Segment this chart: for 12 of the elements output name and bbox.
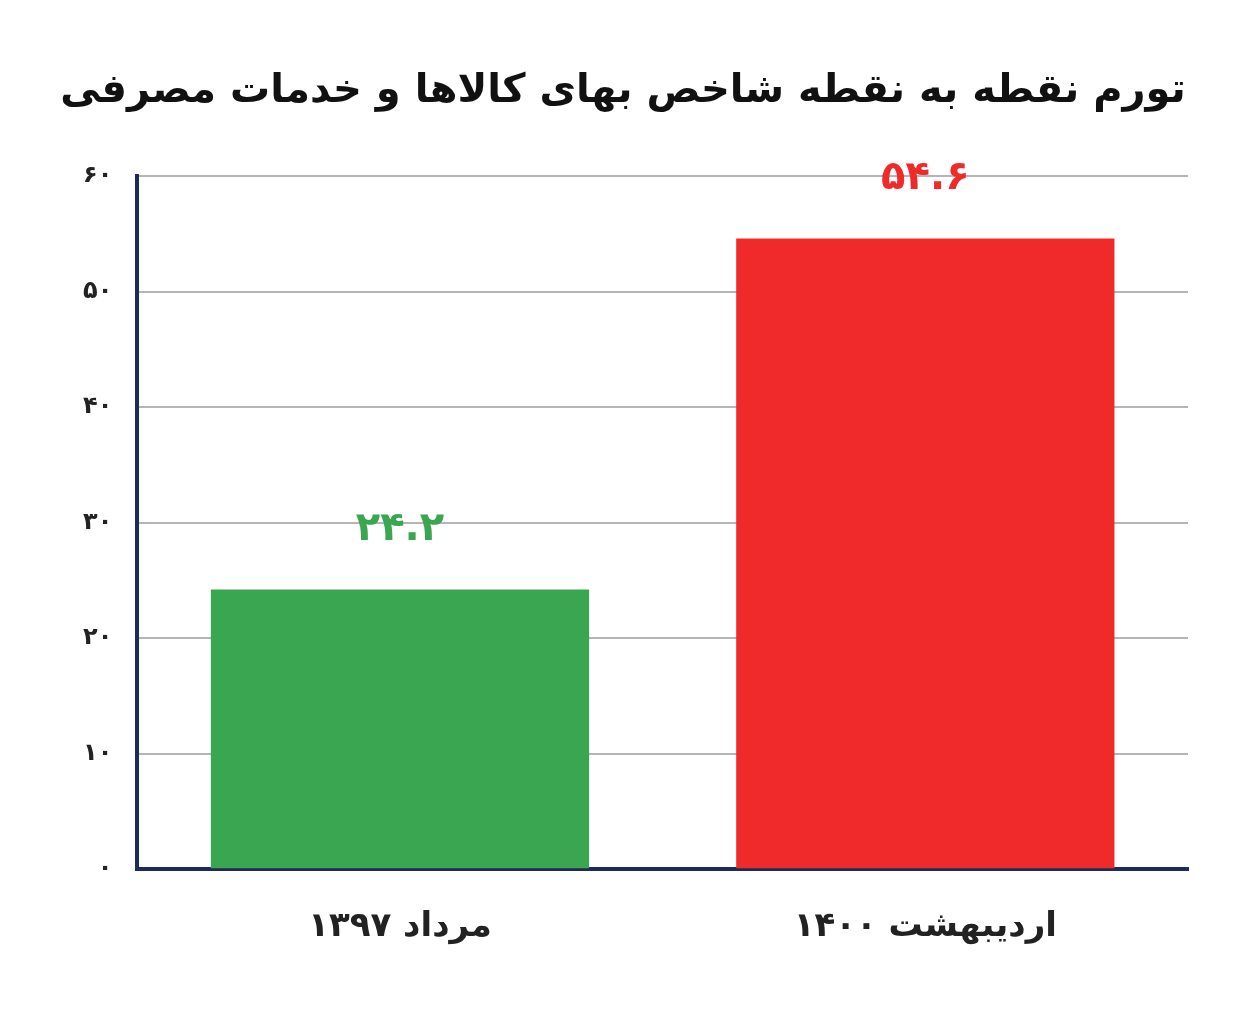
y-tick-label: ۵۰ <box>83 275 113 304</box>
data-label: ۲۴.۲ <box>355 503 445 549</box>
x-tick-label: اردیبهشت ۱۴۰۰ <box>793 904 1057 946</box>
y-tick-label: ۱۰ <box>83 737 113 766</box>
y-tick-label: ۶۰ <box>83 160 113 189</box>
x-tick-label: مرداد ۱۳۹۷ <box>308 904 492 946</box>
y-tick-label: ۰ <box>97 853 113 882</box>
y-tick-label: ۲۰ <box>83 622 113 651</box>
chart-title: تورم نقطه به نقطه شاخص بهای کالاها و خدمات مصرفی <box>60 65 1186 113</box>
data-label: ۵۴.۶ <box>881 151 970 198</box>
y-tick-label: ۳۰ <box>83 506 113 535</box>
y-tick-label: ۴۰ <box>83 391 113 420</box>
